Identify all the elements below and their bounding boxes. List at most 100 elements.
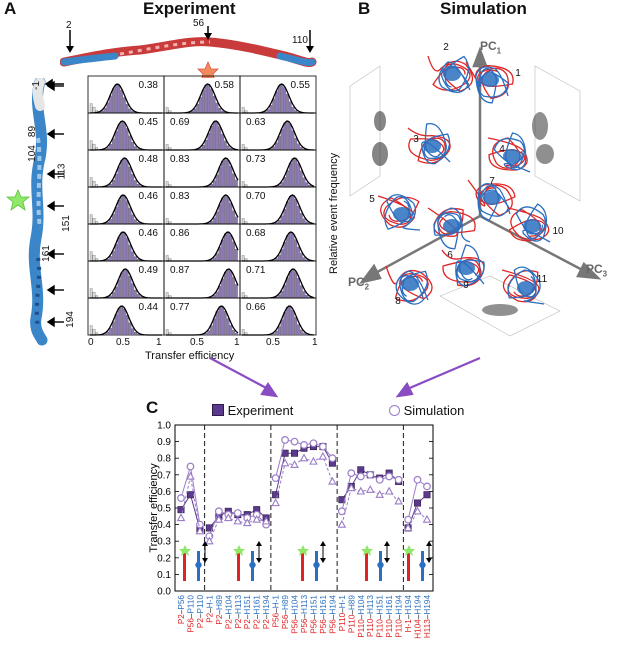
histogram-bar [112,214,115,225]
cluster-label: 7 [489,176,495,187]
simulation-alt-point [384,486,394,495]
histogram-bar [201,89,205,114]
histogram-bar [204,333,208,336]
x-category-label: P56–H-1 [272,595,281,628]
histogram-bar [221,160,224,188]
pc3-label: PC3 [586,262,608,279]
pca-simulation-plot: 1 2 3 4 5 6 7 8 9 10 11 [349,42,602,337]
histogram-bar [134,146,137,151]
histogram-bar [128,207,132,225]
histogram-bar [210,325,213,336]
side-marker-194: 194 [64,311,76,328]
cluster-label: 10 [552,226,564,237]
cluster-structure [407,122,451,165]
x-category-label: P2–P110 [196,595,205,629]
histogram-bar [112,88,115,114]
histogram-bar [283,242,287,262]
histogram-bar [272,98,275,114]
panel-connector-arrows [209,356,481,398]
histogram-bar [123,122,126,151]
histogram-bar [232,173,235,188]
histogram-bar [300,213,303,225]
simulation-point [309,439,318,448]
histogram-bar [215,174,219,188]
histogram-bar [165,144,169,151]
simulation-point [423,482,431,491]
y-tick-label: 0.4 [157,520,171,531]
histogram-bar [280,290,284,299]
histogram-bar [294,158,298,188]
simulation-alt-point [375,489,385,498]
histogram-bar [123,97,126,114]
y-tick-label: 0.6 [157,487,171,498]
histogram-bar [114,314,118,336]
efficiency-value: 0.83 [170,191,190,202]
x-category-label: P110–H113 [366,595,375,637]
cluster-label: 3 [413,134,419,145]
x-category-label: P2–H113 [234,595,243,629]
histogram-bar [125,200,129,225]
efficiency-value: 0.44 [139,302,159,313]
simulation-alt-point [403,523,413,532]
histogram-bar [280,83,284,114]
histogram-bar [294,317,298,336]
cluster-structure [501,266,545,305]
histogram-bar [92,143,96,151]
efficiency-value: 0.45 [139,117,159,128]
histogram-bar [117,199,121,225]
simulation-alt-point [261,516,271,525]
experiment-point [414,499,422,507]
histogram-bar [286,94,289,114]
cluster-label: 8 [395,296,401,307]
histogram-bar [128,108,132,114]
simulation-alt-point [242,518,252,527]
simulation-alt-point [223,513,233,522]
histogram-bar [114,173,118,188]
histogram-bar [280,319,284,336]
histogram-bar [215,102,219,114]
histogram-bar [134,289,137,299]
simulation-alt-point [328,476,337,485]
histogram-bar [128,275,132,299]
cluster-label: 4 [499,144,505,155]
histogram-bar [117,166,121,188]
histogram-bar [210,88,213,114]
simulation-point [413,475,422,484]
histogram-bar [302,218,306,225]
histogram-bar [226,268,230,299]
histogram-bar [165,181,169,188]
legend-simulation: Simulation [389,403,464,418]
histogram-bar [288,163,292,188]
histogram-bar [89,103,93,114]
cluster-structure [465,61,514,104]
cluster-structure [507,203,551,243]
x-category-label: P2–H194 [262,595,271,630]
histogram-bar [288,271,292,299]
histogram-bar [241,144,245,151]
efficiency-value: 0.68 [246,228,266,239]
panel-b-letter: B [358,0,371,18]
gaussian-fit-line [90,305,162,336]
histogram-bar [241,181,245,188]
histogram-bar [297,143,300,151]
histogram-bar [286,201,289,225]
cluster-structure [427,207,476,250]
x-category-label: P56–H151 [309,595,318,634]
histogram-bar [89,177,93,188]
histogram-bar [283,177,287,188]
histogram-bar [212,95,216,114]
histogram-bar [125,270,129,299]
histogram-bar [218,107,222,114]
simulation-alt-point [186,471,195,480]
cluster-label: 2 [443,42,449,53]
histogram-bar [297,278,300,299]
histogram-bar [241,255,245,262]
histogram-bar [193,108,197,114]
hist-x-ticks: 0 0.5 1 0.5 1 0.5 1 [88,337,318,351]
histogram-bar [224,140,227,151]
histogram-bar [92,254,96,262]
y-tick-label: 0.8 [157,454,171,465]
histogram-bar [221,133,224,151]
histogram-bar [286,170,289,188]
histogram-bar [207,133,211,151]
